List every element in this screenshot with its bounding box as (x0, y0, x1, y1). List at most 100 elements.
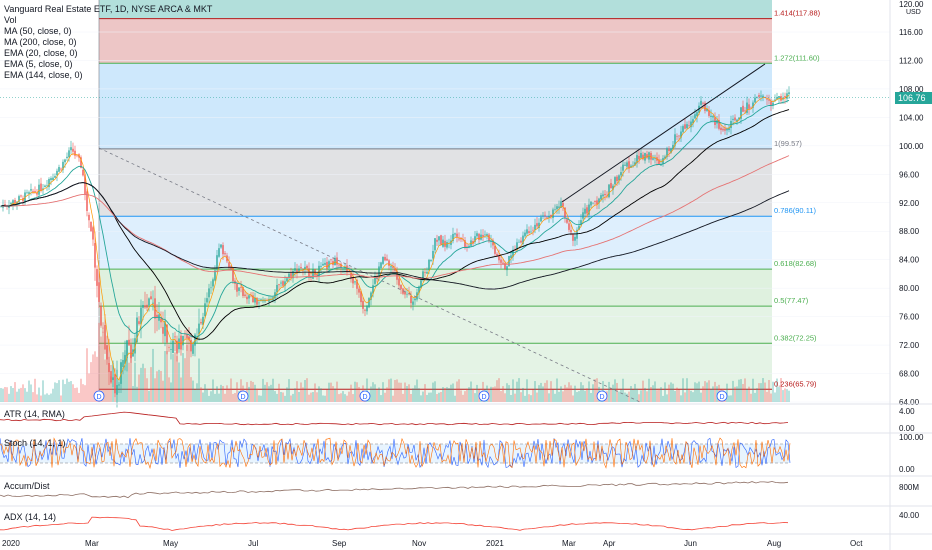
volume-bar (226, 385, 228, 402)
adx-label[interactable]: ADX (14, 14) (4, 512, 57, 522)
candle-body (48, 178, 50, 188)
dividend-marker (93, 390, 105, 402)
candle-body (62, 161, 64, 170)
indicator-vol[interactable]: Vol (4, 15, 17, 25)
volume-bar (446, 387, 448, 402)
indicator-ma50[interactable]: MA (50, close, 0) (4, 26, 72, 36)
volume-bar (188, 337, 190, 402)
volume-bar (456, 381, 458, 402)
volume-bar (172, 354, 174, 402)
volume-bar (302, 387, 304, 402)
volume-bar (0, 388, 2, 402)
candle-body (112, 377, 114, 381)
candle-body (616, 176, 618, 182)
volume-bar (734, 386, 736, 402)
volume-bar (24, 388, 26, 402)
volume-bar (94, 351, 96, 402)
volume-bar (200, 387, 202, 402)
volume-bar (354, 381, 356, 402)
volume-bar (566, 387, 568, 402)
volume-bar (224, 393, 226, 402)
atr-label[interactable]: ATR (14, RMA) (4, 409, 65, 419)
candle-body (146, 304, 148, 308)
volume-bar (648, 378, 650, 402)
candle-body (160, 318, 162, 323)
candle-body (138, 321, 140, 324)
candle-body (50, 178, 52, 181)
volume-bar (624, 392, 626, 402)
volume-bar (140, 367, 142, 402)
candle-body (740, 107, 742, 119)
candle-body (238, 287, 240, 291)
candle-body (392, 266, 394, 268)
volume-bar (16, 391, 18, 402)
indicator-ema5[interactable]: EMA (5, close, 0) (4, 59, 73, 69)
volume-bar (786, 389, 788, 402)
candle-body (526, 229, 528, 234)
fib-label: 0.236(65.79) (774, 379, 817, 388)
candle-body (82, 169, 84, 176)
volume-bar (192, 380, 194, 402)
volume-bar (430, 392, 432, 402)
candle-body (554, 209, 556, 210)
candle-body (490, 241, 492, 242)
candle-body (430, 260, 432, 261)
candle-body (32, 190, 34, 192)
volume-bar (774, 392, 776, 402)
volume-bar (508, 385, 510, 402)
volume-bar (44, 394, 46, 402)
volume-bar (596, 378, 598, 402)
volume-bar (282, 392, 284, 402)
volume-bar (186, 344, 188, 402)
candle-body (98, 282, 100, 302)
volume-bar (352, 394, 354, 402)
atr-line (0, 411, 789, 426)
candle-body (292, 270, 294, 279)
indicator-ema144[interactable]: EMA (144, close, 0) (4, 70, 83, 80)
candle-body (316, 273, 318, 276)
volume-bar (356, 382, 358, 402)
symbol-title[interactable]: Vanguard Real Estate ETF, 1D, NYSE ARCA … (4, 4, 213, 14)
pane-tick: 0.00 (899, 424, 915, 433)
accum-label[interactable]: Accum/Dist (4, 481, 50, 491)
candle-body (124, 355, 126, 364)
indicator-ma200[interactable]: MA (200, close, 0) (4, 37, 77, 47)
volume-bar (732, 380, 734, 402)
time-tick: Apr (603, 539, 616, 548)
candle-body (474, 236, 476, 242)
candle-body (110, 371, 112, 383)
candle-body (278, 284, 280, 286)
candle-body (204, 303, 206, 317)
candle-body (368, 298, 370, 308)
candle-body (236, 283, 238, 292)
volume-bar (454, 395, 456, 402)
candle-body (248, 295, 250, 299)
stoch-label[interactable]: Stoch (14, 1, 1) (4, 438, 66, 448)
candle-body (130, 344, 132, 359)
volume-bar (388, 379, 390, 402)
candle-body (658, 159, 660, 165)
candle-body (388, 260, 390, 266)
volume-bar (350, 384, 352, 402)
volume-bar (428, 392, 430, 402)
dividend-marker (359, 390, 371, 402)
candle-body (386, 258, 388, 261)
candle-body (426, 272, 428, 274)
candle-body (344, 266, 346, 268)
candle-body (142, 304, 144, 308)
volume-bar (230, 378, 232, 402)
candle-body (692, 119, 694, 124)
volume-bar (376, 390, 378, 402)
volume-bar (712, 386, 714, 402)
candle-body (380, 262, 382, 269)
volume-bar (158, 369, 160, 402)
candle-body (600, 195, 602, 200)
volume-bar (270, 384, 272, 402)
candle-body (244, 294, 246, 296)
volume-bar (390, 378, 392, 402)
candle-body (664, 156, 666, 159)
candle-body (528, 231, 530, 234)
volume-bar (122, 368, 124, 402)
indicator-ema20[interactable]: EMA (20, close, 0) (4, 48, 78, 58)
